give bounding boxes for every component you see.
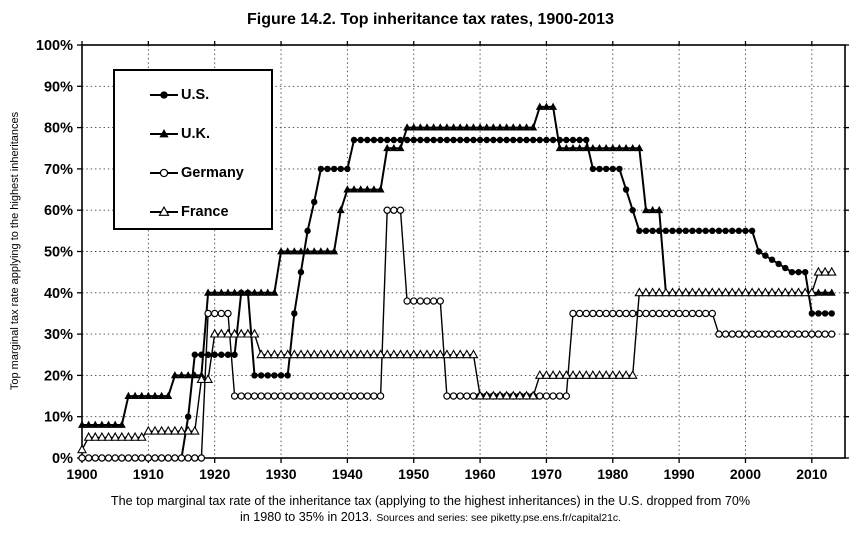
- y-tick-label: 40%: [44, 286, 73, 302]
- x-tick-label: 1940: [332, 466, 363, 482]
- x-tick-label: 1950: [398, 466, 429, 482]
- x-tick-label: 1960: [465, 466, 496, 482]
- legend-item-us: U.S.: [149, 75, 271, 114]
- y-tick-labels: 0% 10% 20% 30% 40% 50% 60% 70% 80% 90% 100%: [36, 38, 73, 467]
- caption-line-1: The top marginal tax rate of the inherit…: [110, 494, 751, 508]
- y-tick-label: 10%: [44, 410, 73, 426]
- open-circle-marker-icon: [149, 165, 179, 181]
- caption-line-2-text: in 1980 to 35% in 2013.: [239, 510, 373, 524]
- filled-circle-marker-icon: [149, 87, 179, 103]
- x-tick-label: 1930: [265, 466, 296, 482]
- y-tick-label: 30%: [44, 327, 73, 343]
- x-tick-label: 1970: [531, 466, 562, 482]
- y-tick-label: 100%: [36, 38, 73, 54]
- x-tick-label: 2000: [730, 466, 761, 482]
- x-tick-label: 1910: [133, 466, 164, 482]
- legend-label-us: U.S.: [181, 86, 210, 103]
- x-tick-label: 2010: [796, 466, 827, 482]
- x-tick-label: 1990: [664, 466, 695, 482]
- series-us: [82, 136, 835, 459]
- series-germany: [78, 206, 836, 462]
- y-tick-label: 0%: [52, 451, 73, 467]
- x-tick-label: 1980: [597, 466, 628, 482]
- legend-label-uk: U.K.: [181, 125, 210, 142]
- y-tick-label: 20%: [44, 368, 73, 384]
- open-triangle-marker-icon: [149, 204, 179, 220]
- y-tick-label: 90%: [44, 79, 73, 95]
- filled-triangle-marker-icon: [149, 126, 179, 142]
- x-tick-label: 1920: [199, 466, 230, 482]
- y-tick-label: 60%: [44, 203, 73, 219]
- legend-item-uk: U.K.: [149, 114, 271, 153]
- legend-label-germany: Germany: [181, 164, 244, 181]
- x-tick-label: 1900: [66, 466, 97, 482]
- y-tick-label: 80%: [44, 121, 73, 137]
- caption-line-2: in 1980 to 35% in 2013. Sources and serie…: [0, 510, 861, 524]
- legend-label-france: France: [181, 203, 229, 220]
- y-tick-label: 50%: [44, 245, 73, 261]
- caption-source-note: Sources and series: see piketty.pse.ens.…: [376, 513, 622, 524]
- y-axis-label: Top marginal tax rate applying to the hi…: [9, 111, 21, 391]
- y-tick-label: 70%: [44, 162, 73, 178]
- legend-box: U.S. U.K. Germany France: [113, 69, 273, 230]
- legend-item-france: France: [149, 192, 271, 231]
- chart-title: Figure 14.2. Top inheritance tax rates, …: [247, 11, 614, 28]
- x-tick-labels: 1900 1910 1920 1930 1940 1950 1960 1970 1980 1990…: [66, 466, 827, 482]
- series-france: [77, 266, 837, 454]
- legend-item-germany: Germany: [149, 153, 271, 192]
